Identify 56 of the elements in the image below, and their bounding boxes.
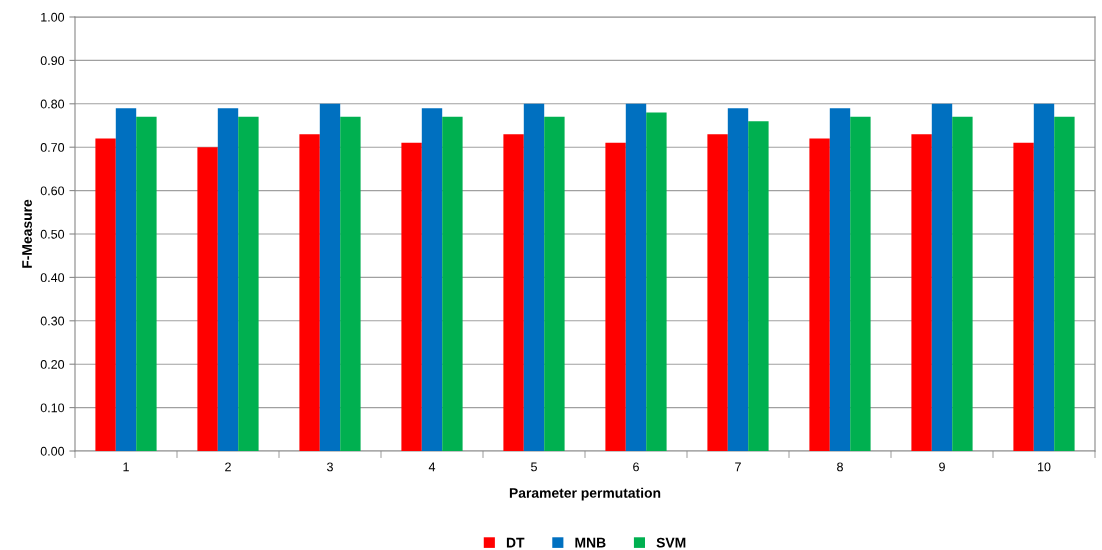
bar: [1033, 103, 1055, 451]
x-tick-label: 5: [531, 462, 537, 472]
bar: [401, 142, 422, 451]
bar: [809, 138, 830, 451]
y-tick-label: 0.30: [40, 316, 65, 326]
bar: [319, 103, 341, 451]
bar: [748, 121, 769, 451]
bar: [911, 134, 932, 451]
x-tick-label: 6: [633, 462, 639, 472]
bar: [238, 116, 259, 451]
bar: [136, 116, 157, 451]
bar: [850, 116, 871, 451]
x-tick-label: 3: [327, 462, 333, 472]
x-tick-label: 2: [225, 462, 231, 472]
bar: [707, 134, 728, 451]
bar: [931, 103, 953, 451]
y-tick-label: 0.10: [40, 403, 65, 413]
x-tick-label: 7: [735, 462, 741, 472]
y-tick-label: 0.00: [40, 446, 65, 456]
bar: [829, 108, 851, 451]
bar: [646, 112, 667, 451]
y-tick-label: 0.80: [40, 99, 65, 109]
bar: [95, 138, 116, 451]
x-axis-title: Parameter permutation: [509, 487, 661, 501]
bar: [605, 142, 626, 451]
x-tick-label: 4: [428, 462, 436, 472]
y-axis-title: F-Measure: [22, 199, 32, 268]
y-tick-label: 0.60: [40, 186, 65, 196]
bar: [727, 108, 749, 451]
bar: [197, 147, 218, 451]
legend-label: MNB: [575, 537, 606, 548]
bar: [299, 134, 320, 451]
y-tick-label: 0.90: [40, 56, 65, 66]
y-tick-label: 0.40: [40, 273, 65, 283]
y-tick-label: 0.50: [40, 229, 65, 239]
bar: [442, 116, 463, 451]
bar: [544, 116, 565, 451]
bar: [1054, 116, 1075, 451]
x-tick-label: 9: [939, 462, 945, 472]
bar: [523, 103, 545, 451]
bar: [217, 108, 239, 451]
bar: [1013, 142, 1034, 451]
y-tick-label: 0.70: [40, 143, 65, 152]
bar: [503, 134, 524, 451]
bar: [625, 103, 647, 451]
y-tick-label: 0.20: [40, 360, 65, 369]
bar: [115, 108, 137, 451]
x-tick-label: 10: [1038, 462, 1051, 472]
bar: [421, 108, 443, 451]
legend-label: SVM: [656, 537, 686, 548]
bar: [340, 116, 361, 451]
legend-label: DT: [506, 537, 525, 548]
y-tick-label: 1.00: [41, 12, 65, 22]
bar: [952, 116, 973, 451]
x-tick-label: 1: [123, 462, 129, 472]
x-tick-label: 8: [837, 462, 843, 472]
